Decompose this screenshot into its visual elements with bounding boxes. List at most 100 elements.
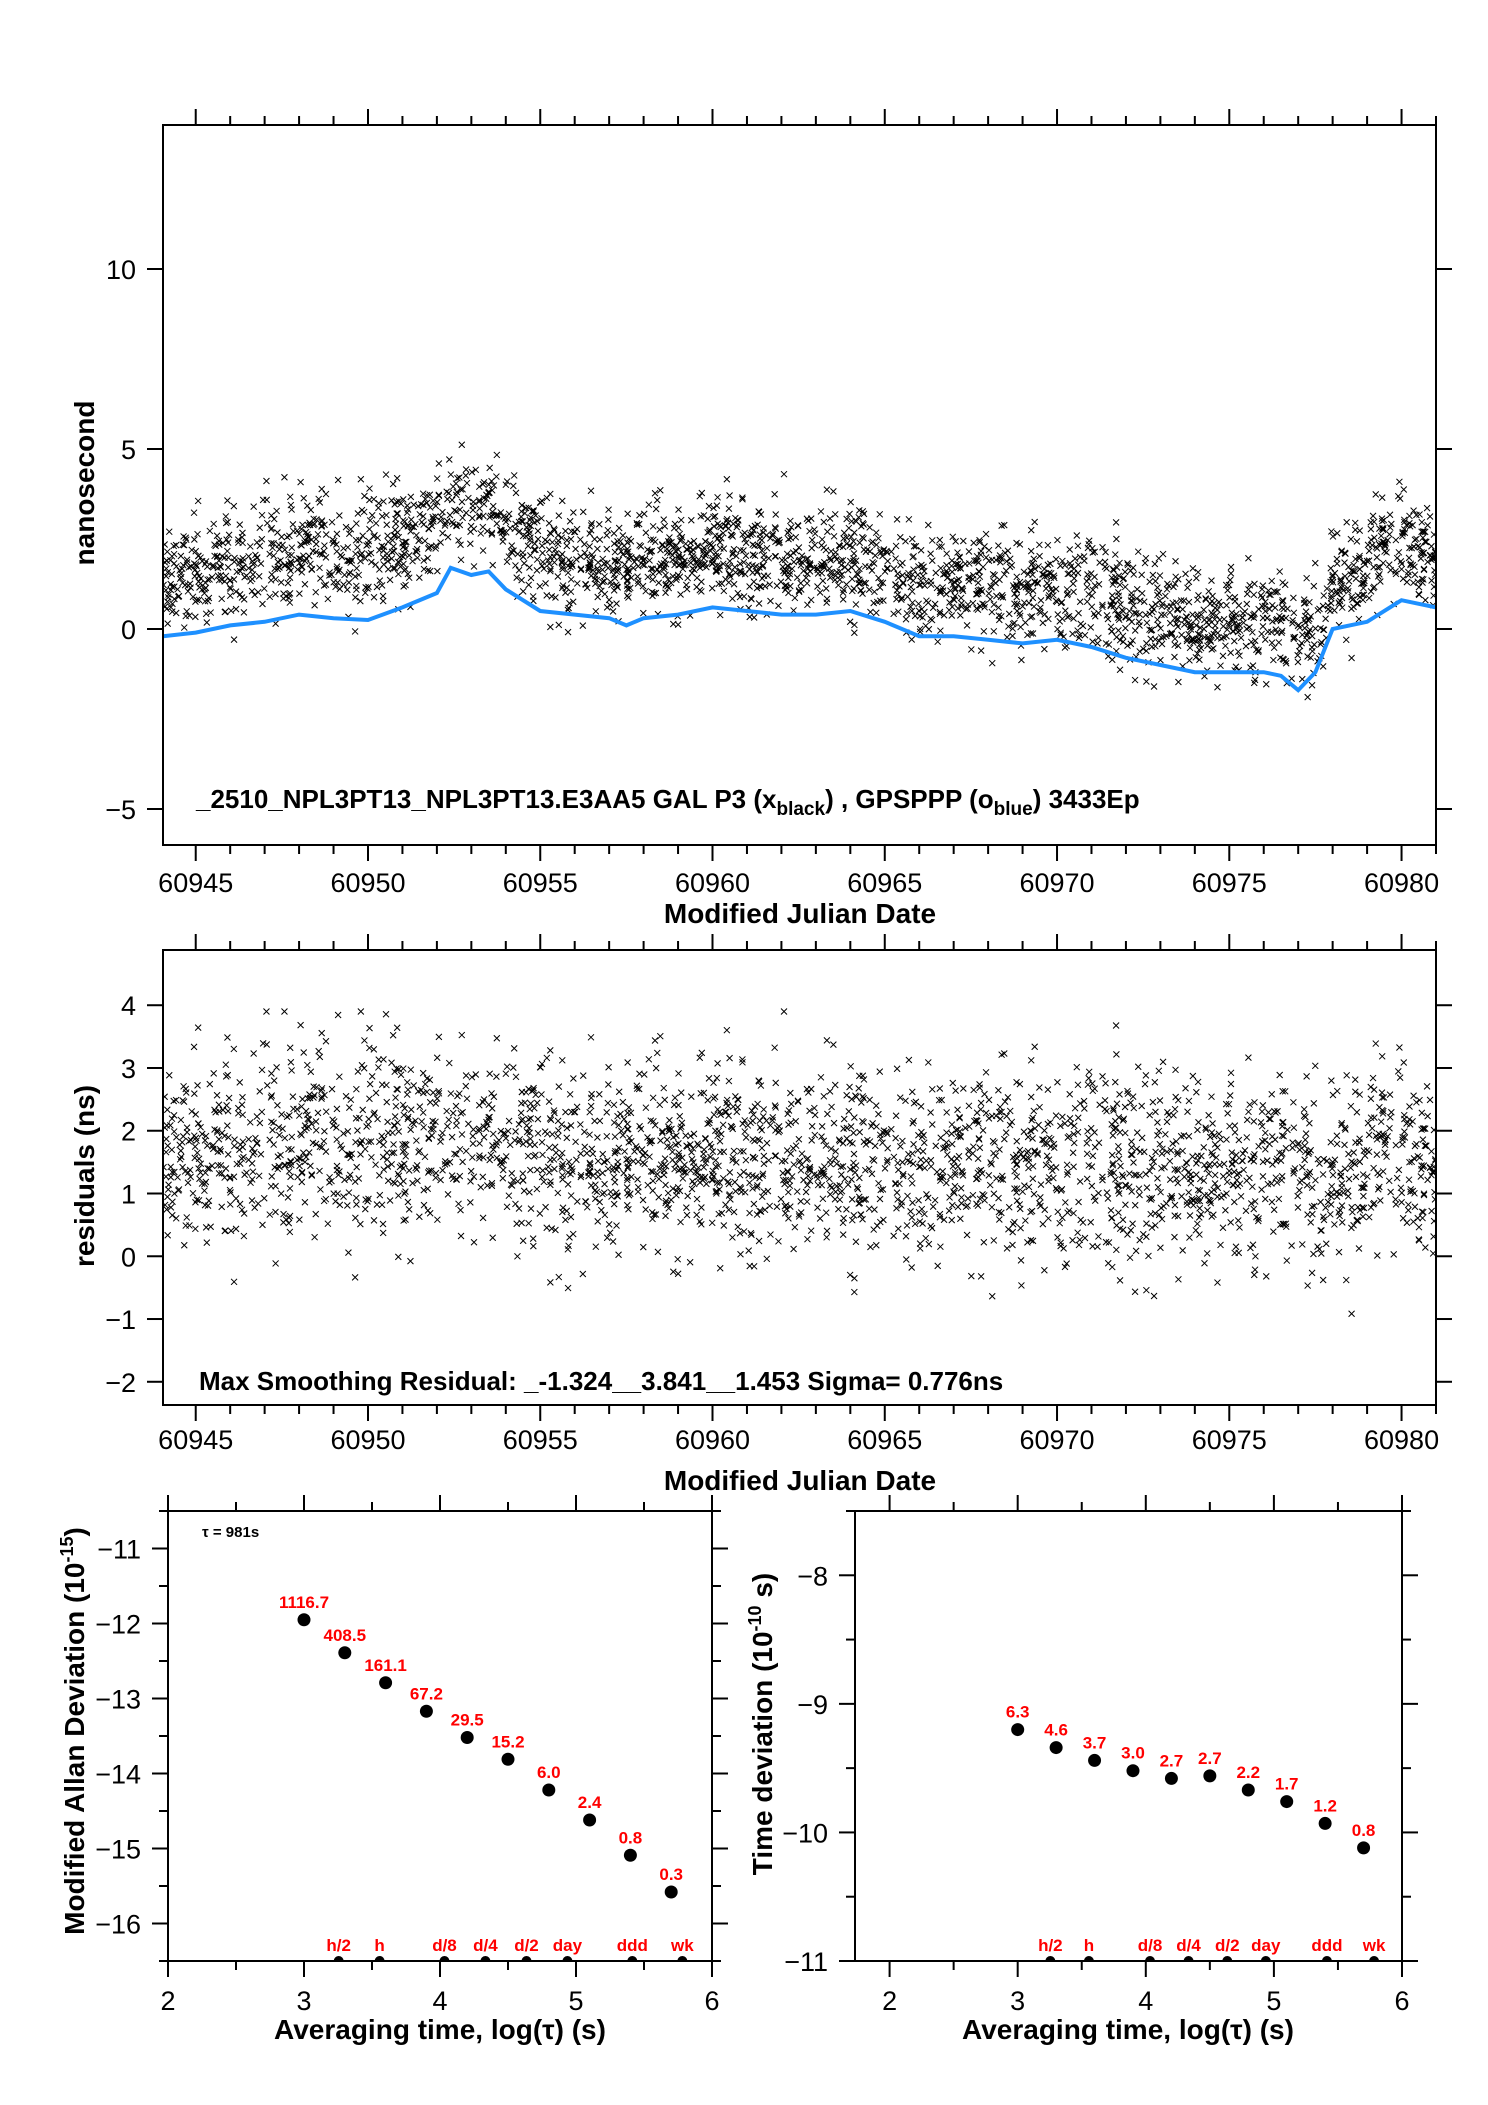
residual-point <box>299 1095 306 1103</box>
scatter-point <box>500 528 508 536</box>
residual-point <box>1235 1136 1243 1144</box>
residual-point <box>710 1079 717 1087</box>
residual-point <box>736 1229 744 1237</box>
scatter-point <box>1060 633 1067 641</box>
scatter-point <box>573 556 580 563</box>
residual-point <box>585 1169 593 1177</box>
residual-point <box>1220 1160 1228 1168</box>
scatter-point <box>1356 593 1364 601</box>
scatter-point <box>190 509 198 517</box>
residual-point <box>1348 1158 1355 1165</box>
scatter-point <box>1129 564 1137 572</box>
scatter-point <box>532 512 540 519</box>
residual-point <box>1119 1216 1127 1224</box>
scatter-point <box>1204 633 1212 641</box>
residual-point <box>1112 1022 1120 1029</box>
residual-point <box>1154 1174 1161 1182</box>
scatter-point <box>1251 637 1259 645</box>
scatter-point <box>267 576 275 584</box>
scatter-point <box>1182 570 1189 578</box>
residual-point <box>1108 1263 1116 1271</box>
scatter-point <box>1418 575 1426 583</box>
scatter-point <box>432 545 440 552</box>
scatter-point <box>243 572 250 580</box>
scatter-point <box>729 549 737 557</box>
scatter-point <box>1186 656 1193 664</box>
scatter-point <box>393 510 401 517</box>
scatter-point <box>1194 596 1201 604</box>
scatter-point <box>866 547 874 555</box>
scatter-point <box>593 576 601 584</box>
time-series-plot-area: 60945 60950 60955 60960 60965 60970 60975 60980… <box>105 109 1452 898</box>
scatter-point <box>1088 544 1096 552</box>
residual-point <box>1185 1189 1193 1196</box>
scatter-point <box>997 612 1005 620</box>
residual-point <box>1268 1133 1276 1140</box>
residual-point <box>545 1168 553 1176</box>
scatter-point <box>221 554 228 561</box>
residual-point <box>272 1208 279 1216</box>
scatter-point <box>996 552 1004 559</box>
scatter-point <box>332 583 339 591</box>
residual-point <box>206 1080 214 1088</box>
scatter-point <box>664 549 671 556</box>
residual-point <box>624 1164 631 1172</box>
scatter-point <box>603 532 611 539</box>
residual-point <box>337 1142 344 1149</box>
residual-point <box>179 1097 187 1104</box>
residual-point <box>1008 1118 1016 1126</box>
scatter-point <box>804 517 812 525</box>
residual-point <box>898 1198 906 1206</box>
residual-point <box>390 1149 398 1157</box>
scatter-point <box>1227 570 1235 577</box>
residual-point <box>969 1191 977 1199</box>
residual-point <box>764 1187 772 1195</box>
residual-point <box>1054 1234 1061 1241</box>
residual-point <box>480 1133 488 1141</box>
residual-point <box>1101 1097 1109 1104</box>
residual-point <box>899 1172 907 1180</box>
scatter-point <box>268 571 276 578</box>
residual-point <box>824 1110 831 1118</box>
scatter-point <box>627 537 635 545</box>
scatter-point <box>1019 583 1027 591</box>
scatter-point <box>976 602 984 610</box>
residual-point <box>1342 1126 1349 1133</box>
scatter-point <box>333 530 341 538</box>
scatter-point <box>1398 532 1406 540</box>
scatter-point <box>318 485 326 493</box>
scatter-point <box>581 549 589 557</box>
residual-point <box>917 1156 925 1164</box>
scatter-point <box>1338 594 1346 602</box>
residual-point <box>172 1214 180 1222</box>
scatter-point <box>1119 575 1127 583</box>
scatter-point <box>1143 678 1150 685</box>
residual-point <box>1266 1140 1273 1148</box>
scatter-point <box>505 510 513 518</box>
residual-point <box>1114 1181 1121 1189</box>
residual-point <box>1380 1094 1388 1101</box>
residual-point <box>545 1098 553 1105</box>
scatter-point <box>213 532 221 540</box>
residual-point <box>1041 1140 1048 1148</box>
scatter-point <box>279 541 286 549</box>
residual-point <box>802 1188 810 1196</box>
scatter-point <box>850 537 857 545</box>
residual-point <box>1121 1103 1129 1111</box>
scatter-point <box>299 521 306 529</box>
residual-point <box>731 1178 739 1186</box>
scatter-point <box>362 584 370 591</box>
scatter-point <box>566 599 573 607</box>
residual-point <box>601 1180 608 1188</box>
residual-point <box>529 1242 537 1250</box>
residual-point <box>1107 1168 1115 1176</box>
residual-point <box>1186 1234 1193 1241</box>
scatter-point <box>1182 613 1190 621</box>
scatter-point <box>1027 629 1035 637</box>
residual-point <box>1196 1204 1203 1212</box>
residual-point <box>810 1104 818 1112</box>
residual-point <box>632 1143 640 1150</box>
residual-point <box>1196 1231 1203 1238</box>
scatter-point <box>1020 568 1028 576</box>
residual-point <box>1243 1116 1251 1124</box>
